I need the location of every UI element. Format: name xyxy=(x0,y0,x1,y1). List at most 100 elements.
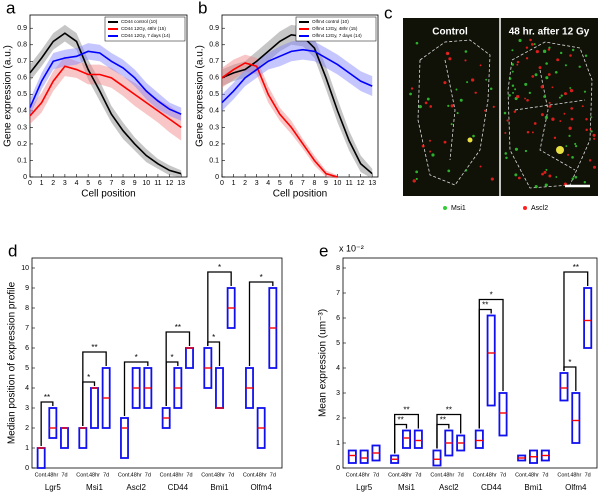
plot-area xyxy=(29,14,188,178)
y-tick-label: 0.4 xyxy=(17,108,27,115)
category-label: 7d xyxy=(500,472,506,478)
y-tick-label: 1 xyxy=(336,440,340,447)
error-band xyxy=(222,39,373,111)
cell-dot xyxy=(529,38,532,42)
cell-dot xyxy=(568,126,572,130)
box xyxy=(215,367,224,409)
significance-bracket xyxy=(393,423,408,454)
cell-dot xyxy=(540,113,544,117)
box xyxy=(347,449,357,464)
y-tick-label: 0.6 xyxy=(209,75,219,82)
significance-bracket xyxy=(123,361,149,416)
cell-dot xyxy=(479,64,482,67)
cell-dot xyxy=(556,146,564,154)
box xyxy=(402,429,411,449)
cell-dot xyxy=(533,43,536,46)
cell-dot xyxy=(418,104,422,109)
category-label: 7d xyxy=(228,472,234,478)
significance-label: * xyxy=(170,353,173,362)
y-tick-label: 10 xyxy=(21,265,29,272)
cell-dot xyxy=(551,86,554,89)
y-tick-label: 0.3 xyxy=(209,124,219,131)
cell-dot xyxy=(459,98,463,102)
category-label: Cont. xyxy=(430,472,444,478)
x-tick-label: 11 xyxy=(154,180,161,187)
cell-dot xyxy=(415,177,418,181)
line xyxy=(29,32,182,175)
legend-label: Olfm4 12Gy, 7 days (14) xyxy=(312,33,362,38)
image-panel: Control 48 hr. after 12 Gy c xyxy=(384,3,598,196)
cell-dot xyxy=(429,105,433,108)
significance-bracket xyxy=(436,423,450,449)
y-tick-label: 0.7 xyxy=(209,58,219,65)
significance-label: ** xyxy=(175,323,181,332)
y-tick-label: 0.5 xyxy=(209,91,219,98)
y-tick-label: 0.5 xyxy=(17,91,27,98)
cell-dot xyxy=(448,57,452,61)
cell-dot xyxy=(544,183,548,187)
category-label: 7d xyxy=(373,472,379,478)
y-tick-label: 0.3 xyxy=(17,124,27,131)
image-title: 48 hr. after 12 Gy xyxy=(509,27,590,38)
category-label: 48hr xyxy=(570,472,581,478)
cell-dot xyxy=(571,156,574,159)
x-axis-label: Cell position xyxy=(81,189,135,200)
cell-dot xyxy=(511,84,515,88)
significance-label: * xyxy=(568,358,571,367)
error-band xyxy=(30,56,182,141)
y-tick-label: 0.4 xyxy=(209,108,219,115)
line xyxy=(221,62,338,178)
x-tick-label: 4 xyxy=(75,180,79,187)
cell-dot xyxy=(424,101,428,105)
cell-dot xyxy=(563,112,566,115)
cell-dot xyxy=(447,169,451,173)
legend-label: Ascl2 xyxy=(531,205,548,212)
cell-dot xyxy=(583,90,587,93)
x-tick-label: 13 xyxy=(177,180,185,187)
panel-label: a xyxy=(6,0,16,17)
cell-dots xyxy=(409,38,597,189)
legend-box xyxy=(295,16,377,42)
cell-dot xyxy=(489,87,493,90)
y-tick-label: 3 xyxy=(25,405,29,412)
cell-dot xyxy=(516,60,520,64)
cell-dot xyxy=(569,87,572,89)
cell-dot xyxy=(429,150,432,153)
cell-dot xyxy=(524,149,528,153)
cell-dot xyxy=(456,112,459,115)
y-tick-label: 0 xyxy=(336,465,340,472)
cell-dot xyxy=(567,153,570,156)
cell-dot xyxy=(588,159,592,162)
category-label: 7d xyxy=(458,472,464,478)
cell-dot xyxy=(512,91,515,94)
category-label: 48hr xyxy=(401,472,412,478)
cell-dot xyxy=(490,177,494,181)
significance-bracket xyxy=(563,271,589,371)
cell-dot xyxy=(455,88,458,91)
box xyxy=(583,287,593,349)
group-label: Lgr5 xyxy=(356,483,373,492)
legend-label: CD44 control (10) xyxy=(121,19,158,24)
group-label: Msi1 xyxy=(398,483,415,492)
category-label: 7d xyxy=(585,472,591,478)
cell-dot xyxy=(538,66,542,70)
category-label: 48hr xyxy=(359,472,370,478)
category-label: 48hr xyxy=(486,472,497,478)
cell-dot xyxy=(531,131,534,134)
cell-dot xyxy=(504,152,508,155)
legend-box xyxy=(104,16,186,42)
category-label: Cont. xyxy=(243,472,257,478)
cell-dot xyxy=(467,137,473,143)
error-band xyxy=(222,24,373,179)
y-axis-label: Median position of expression profile xyxy=(7,281,18,444)
cell-dot xyxy=(589,128,592,131)
cell-dot xyxy=(514,88,517,91)
cell-dot xyxy=(516,63,519,66)
category-label: Cont. xyxy=(118,472,132,478)
cell-dot xyxy=(409,92,412,96)
box xyxy=(413,429,423,449)
x-tick-label: 2 xyxy=(243,180,247,187)
cell-dot xyxy=(570,117,574,121)
category-label: Cont. xyxy=(76,472,90,478)
cell-dot xyxy=(548,174,552,178)
